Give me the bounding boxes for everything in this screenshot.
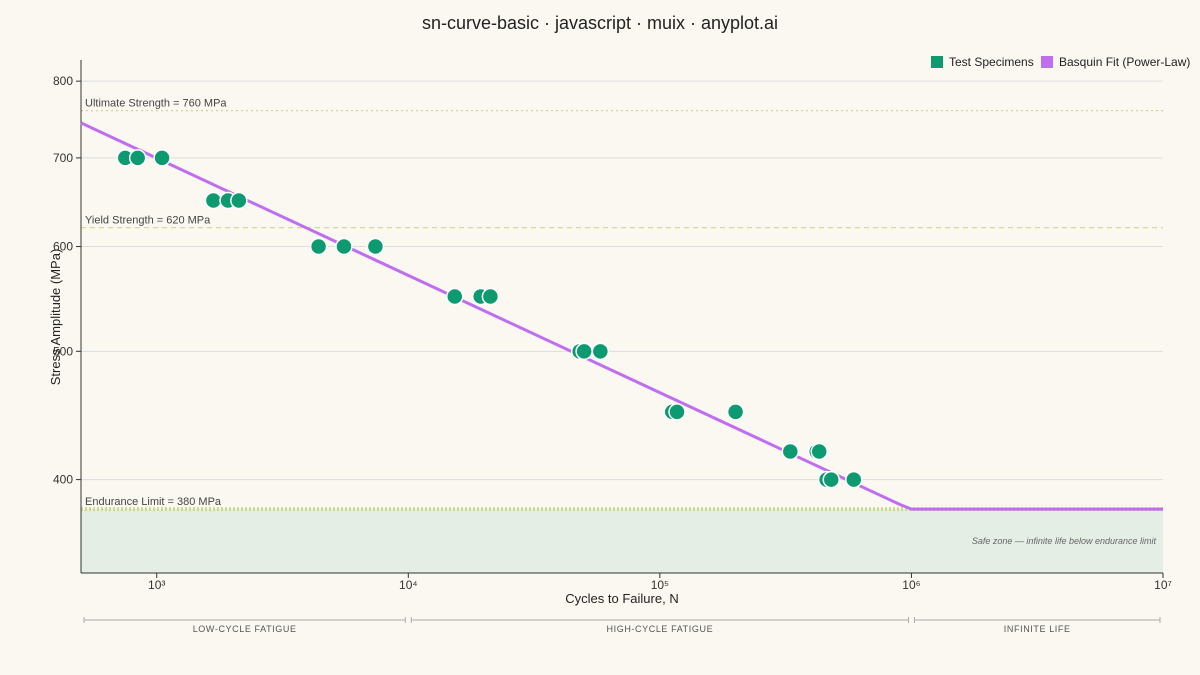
specimen-points	[116, 149, 863, 489]
specimen-point	[230, 191, 248, 210]
specimen-point	[726, 403, 745, 421]
reference-lines: Ultimate Strength = 760 MPa Yield Strengt…	[81, 98, 1163, 512]
specimen-point	[204, 191, 223, 210]
y-axis-ticks: 400 500 600 700 800	[53, 74, 81, 487]
region-label-1: HIGH-CYCLE FATIGUE	[607, 624, 714, 634]
legend-label-specimens: Test Specimens	[949, 55, 1034, 69]
specimen-point	[335, 237, 353, 256]
y-tick-label: 500	[53, 344, 73, 358]
fatigue-region-brackets: LOW-CYCLE FATIGUE HIGH-CYCLE FATIGUE INFIN…	[83, 617, 1161, 634]
x-tick-label: 10⁶	[902, 578, 920, 592]
legend: Test Specimens Basquin Fit (Power-Law)	[931, 55, 1190, 69]
x-axis-label: Cycles to Failure, N	[565, 591, 678, 606]
safe-zone-area	[81, 509, 1163, 573]
region-label-0: LOW-CYCLE FATIGUE	[193, 624, 297, 634]
specimen-point	[446, 287, 464, 306]
y-tick-label: 400	[53, 473, 73, 487]
x-axis-ticks: 10³ 10⁴ 10⁵ 10⁶ 10⁷	[148, 573, 1172, 592]
axes	[80, 60, 1163, 574]
specimen-point	[810, 442, 828, 461]
specimen-point	[309, 237, 328, 256]
x-tick-label: 10⁷	[1154, 578, 1172, 592]
region-label-2: INFINITE LIFE	[1004, 624, 1071, 634]
specimen-point	[845, 470, 863, 489]
legend-swatch-specimens	[931, 56, 943, 68]
specimen-point	[575, 342, 593, 361]
chart-title: sn-curve-basic · javascript · muix · any…	[422, 13, 778, 33]
x-tick-label: 10⁵	[651, 578, 669, 592]
reference-label-2: Endurance Limit = 380 MPa	[85, 496, 222, 508]
x-tick-label: 10⁴	[399, 578, 418, 592]
specimen-point	[668, 403, 686, 421]
reference-label-1: Yield Strength = 620 MPa	[85, 215, 211, 227]
specimen-point	[366, 237, 385, 256]
x-tick-label: 10³	[148, 578, 165, 592]
y-tick-label: 700	[53, 151, 73, 165]
y-tick-label: 600	[53, 240, 73, 254]
basquin-fit-line	[80, 121, 1163, 511]
safe-zone-label: Safe zone — infinite life below enduranc…	[972, 536, 1157, 546]
y-tick-label: 800	[53, 74, 73, 88]
specimen-point	[153, 149, 171, 167]
specimen-point	[781, 442, 800, 461]
y-axis-label: Stress Amplitude (MPa)	[48, 249, 63, 386]
specimen-point	[591, 342, 610, 361]
grid-lines	[81, 80, 1163, 481]
reference-label-0: Ultimate Strength = 760 MPa	[85, 98, 227, 110]
specimen-point	[822, 470, 840, 489]
legend-label-fit: Basquin Fit (Power-Law)	[1059, 55, 1190, 69]
specimen-point	[128, 149, 147, 167]
legend-swatch-fit	[1041, 56, 1053, 68]
specimen-point	[481, 287, 500, 306]
